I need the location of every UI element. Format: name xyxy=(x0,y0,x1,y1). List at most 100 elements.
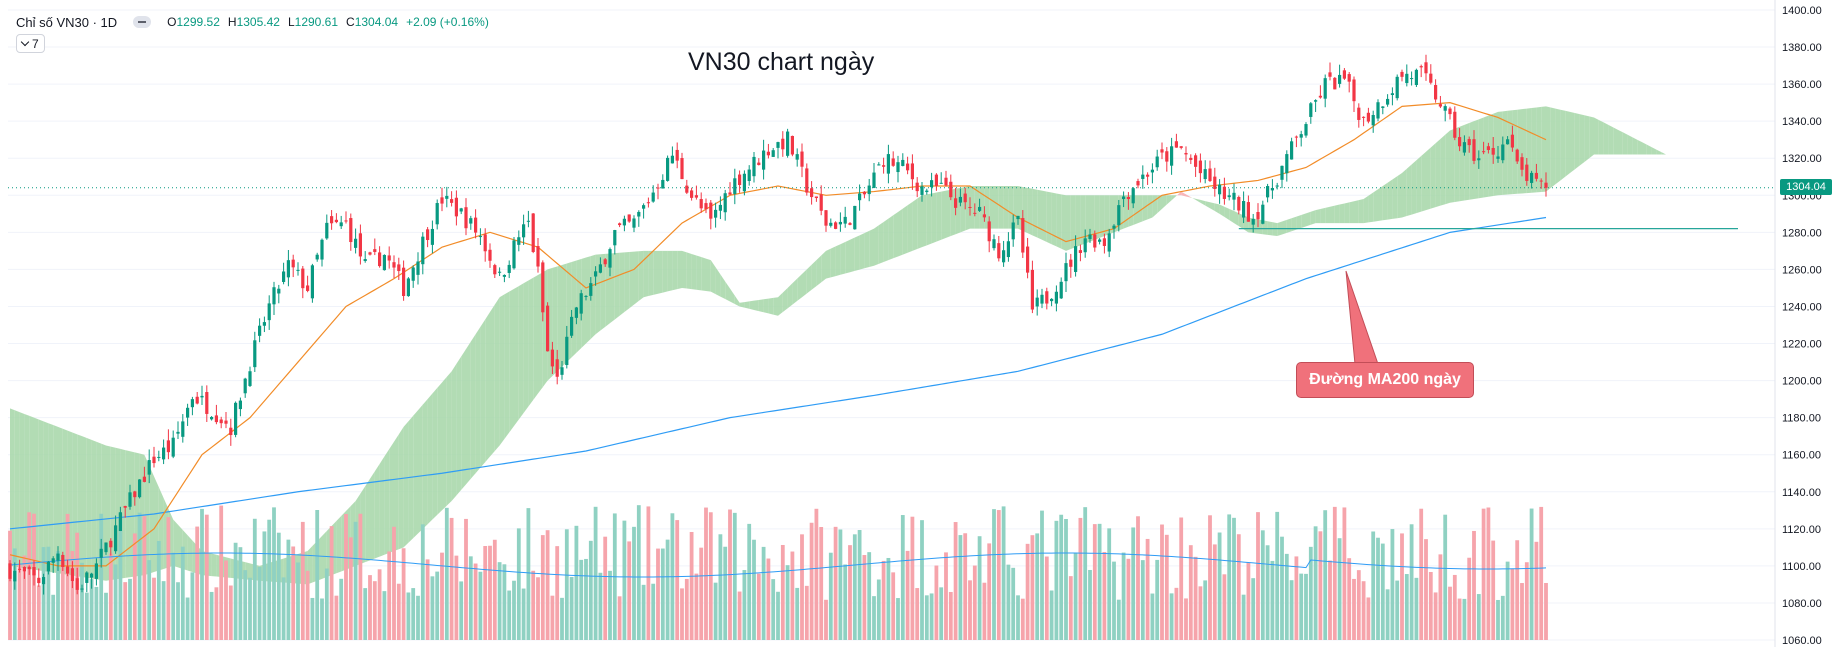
candle[interactable] xyxy=(382,254,386,271)
candle[interactable] xyxy=(334,213,338,224)
candle[interactable] xyxy=(483,228,487,262)
candle[interactable] xyxy=(594,266,598,286)
candle[interactable] xyxy=(1434,79,1438,103)
candle[interactable] xyxy=(1107,228,1111,258)
candle[interactable] xyxy=(1040,288,1044,309)
candle[interactable] xyxy=(1530,170,1534,189)
candle[interactable] xyxy=(613,229,617,255)
candle[interactable] xyxy=(349,213,353,251)
candle[interactable] xyxy=(872,163,876,189)
candle[interactable] xyxy=(795,148,799,167)
candle[interactable] xyxy=(1213,167,1217,197)
candle[interactable] xyxy=(301,266,305,299)
candle[interactable] xyxy=(1059,277,1063,300)
candle[interactable] xyxy=(138,479,142,499)
candle[interactable] xyxy=(296,262,300,276)
candle[interactable] xyxy=(469,215,473,230)
candle[interactable] xyxy=(1006,232,1010,262)
candle[interactable] xyxy=(632,215,636,233)
candle[interactable] xyxy=(1486,142,1490,154)
candle[interactable] xyxy=(1338,64,1342,88)
candle[interactable] xyxy=(1045,287,1049,310)
candle[interactable] xyxy=(944,170,948,187)
candle[interactable] xyxy=(66,559,70,577)
candle[interactable] xyxy=(958,188,962,207)
candle[interactable] xyxy=(589,277,593,301)
candle[interactable] xyxy=(1544,172,1548,197)
candle[interactable] xyxy=(618,222,622,228)
candle[interactable] xyxy=(1290,137,1294,160)
candle[interactable] xyxy=(891,151,895,167)
candle[interactable] xyxy=(1083,229,1087,258)
candle[interactable] xyxy=(267,295,271,330)
candle[interactable] xyxy=(546,302,550,352)
candle[interactable] xyxy=(1174,133,1178,148)
candle[interactable] xyxy=(1429,64,1433,85)
candle[interactable] xyxy=(1122,191,1126,208)
candle[interactable] xyxy=(1323,74,1327,108)
candle[interactable] xyxy=(728,182,732,195)
candle[interactable] xyxy=(1419,64,1423,78)
candle[interactable] xyxy=(819,185,823,216)
candle[interactable] xyxy=(1347,72,1351,93)
candle[interactable] xyxy=(1515,148,1519,164)
candle[interactable] xyxy=(1088,228,1092,243)
candle[interactable] xyxy=(934,173,938,191)
candle[interactable] xyxy=(766,143,770,159)
candle[interactable] xyxy=(1198,153,1202,183)
candle[interactable] xyxy=(1131,187,1135,209)
candle[interactable] xyxy=(1443,104,1447,122)
candle[interactable] xyxy=(310,263,314,303)
candle[interactable] xyxy=(99,538,103,568)
candle[interactable] xyxy=(570,309,574,338)
candle[interactable] xyxy=(123,505,127,518)
candle[interactable] xyxy=(790,135,794,157)
candle[interactable] xyxy=(181,414,185,443)
candle[interactable] xyxy=(565,325,569,369)
candle[interactable] xyxy=(190,396,194,416)
candle[interactable] xyxy=(1160,142,1164,160)
candle[interactable] xyxy=(906,156,910,175)
candle[interactable] xyxy=(1342,68,1346,80)
candle[interactable] xyxy=(800,143,804,178)
candle[interactable] xyxy=(1510,125,1514,152)
candle[interactable] xyxy=(805,163,809,196)
candle[interactable] xyxy=(560,360,564,380)
candle[interactable] xyxy=(536,238,540,273)
candle[interactable] xyxy=(1448,106,1452,120)
candle[interactable] xyxy=(142,466,146,483)
candle[interactable] xyxy=(176,421,180,440)
candle[interactable] xyxy=(925,188,929,195)
candle[interactable] xyxy=(1309,102,1313,124)
candle[interactable] xyxy=(776,141,780,159)
candle[interactable] xyxy=(118,506,122,532)
candle[interactable] xyxy=(1184,146,1188,162)
candle[interactable] xyxy=(258,318,262,343)
candle[interactable] xyxy=(291,254,295,278)
candle[interactable] xyxy=(978,198,982,212)
candle[interactable] xyxy=(1390,87,1394,106)
candle[interactable] xyxy=(1477,150,1481,169)
candle[interactable] xyxy=(1222,177,1226,205)
candle[interactable] xyxy=(810,181,814,205)
candle[interactable] xyxy=(517,230,521,252)
candle[interactable] xyxy=(1414,68,1418,88)
candle[interactable] xyxy=(1093,230,1097,252)
symbol-title[interactable]: Chỉ số VN30 · 1D xyxy=(16,14,118,30)
candle[interactable] xyxy=(315,252,319,262)
candle[interactable] xyxy=(363,251,367,263)
candle[interactable] xyxy=(829,218,833,228)
candle[interactable] xyxy=(354,228,358,254)
candle[interactable] xyxy=(474,209,478,239)
candle[interactable] xyxy=(1314,99,1318,112)
candle[interactable] xyxy=(622,215,626,232)
candle[interactable] xyxy=(843,206,847,228)
candle[interactable] xyxy=(1050,298,1054,307)
candle[interactable] xyxy=(1170,137,1174,175)
candle[interactable] xyxy=(339,215,343,229)
candle[interactable] xyxy=(1294,135,1298,148)
candle[interactable] xyxy=(18,559,22,573)
candle[interactable] xyxy=(642,203,646,219)
